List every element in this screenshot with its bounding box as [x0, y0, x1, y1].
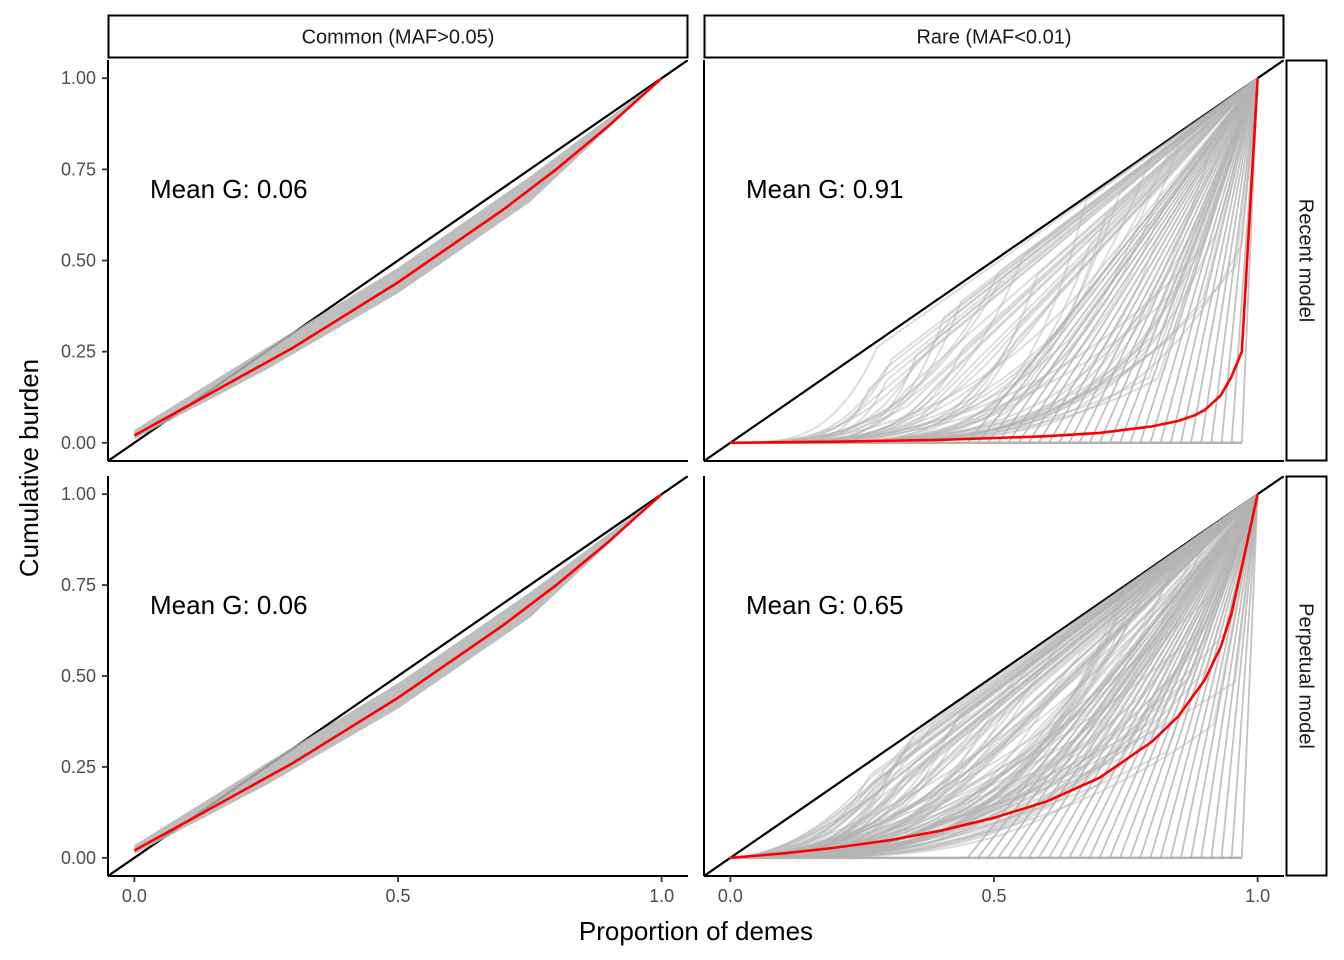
y-tick-label: 0.75	[61, 159, 96, 179]
plot-area	[704, 60, 1284, 461]
facet-panel: Mean G: 0.06 0.00 0.25 0.50 0.75 1.00	[61, 60, 688, 462]
x-tick-label: 0.5	[981, 886, 1006, 906]
replicate-curves	[134, 78, 662, 440]
mean-g-annotation: Mean G: 0.91	[746, 174, 904, 204]
y-tick-label: 0.00	[61, 433, 96, 453]
column-strip-label: Common (MAF>0.05)	[302, 27, 495, 49]
mean-curve	[133, 77, 663, 437]
replicate-drop-lines	[730, 77, 1259, 445]
x-tick-label: 0.0	[122, 886, 147, 906]
replicate-curves	[134, 494, 662, 855]
mean-curve	[730, 78, 1259, 445]
facet-panel: Mean G: 0.65 0.0 0.5 1.0	[703, 476, 1284, 906]
mean-g-annotation: Mean G: 0.06	[150, 174, 308, 204]
x-tick-label: 0.5	[385, 886, 410, 906]
row-strip-label: Recent model	[1295, 199, 1317, 322]
y-tick-label: 0.50	[61, 666, 96, 686]
column-strip-label: Rare (MAF<0.01)	[916, 27, 1071, 49]
facet-panel: Mean G: 0.06 0.00 0.25 0.50 0.75 1.00 0.0 0.5 1.…	[61, 476, 688, 906]
y-tick-label: 0.75	[61, 575, 96, 595]
x-axis-title: Proportion of demes	[579, 916, 813, 946]
y-axis-title: Cumulative burden	[14, 359, 44, 577]
y-tick-label: 0.25	[61, 757, 96, 777]
column-strip	[107, 14, 689, 59]
equality-line	[704, 60, 1284, 461]
y-tick-label: 0.00	[61, 848, 96, 868]
replicate-drop-lines	[730, 493, 1259, 860]
mean-curve	[730, 493, 1259, 860]
panels-layer: Common (MAF>0.05) Rare (MAF<0.01) Recent m…	[61, 14, 1328, 906]
column-strip	[703, 14, 1285, 59]
plot-area	[108, 60, 688, 461]
y-tick-label: 0.25	[61, 342, 96, 362]
x-tick-label: 0.0	[718, 886, 743, 906]
y-tick-label: 1.00	[61, 484, 96, 504]
y-tick-label: 1.00	[61, 68, 96, 88]
equality-line	[704, 476, 1284, 876]
mean-g-annotation: Mean G: 0.65	[746, 590, 904, 620]
x-tick-label: 1.0	[649, 886, 674, 906]
y-tick-label: 0.50	[61, 251, 96, 271]
row-strip-label: Perpetual model	[1295, 603, 1317, 749]
plot-area	[704, 476, 1284, 876]
mean-g-annotation: Mean G: 0.06	[150, 590, 308, 620]
row-strip	[1285, 475, 1328, 877]
row-strip	[1285, 59, 1328, 462]
x-tick-label: 1.0	[1245, 886, 1270, 906]
plot-area	[108, 476, 688, 876]
mean-curve	[133, 493, 663, 852]
facet-panel: Mean G: 0.91	[703, 60, 1284, 462]
